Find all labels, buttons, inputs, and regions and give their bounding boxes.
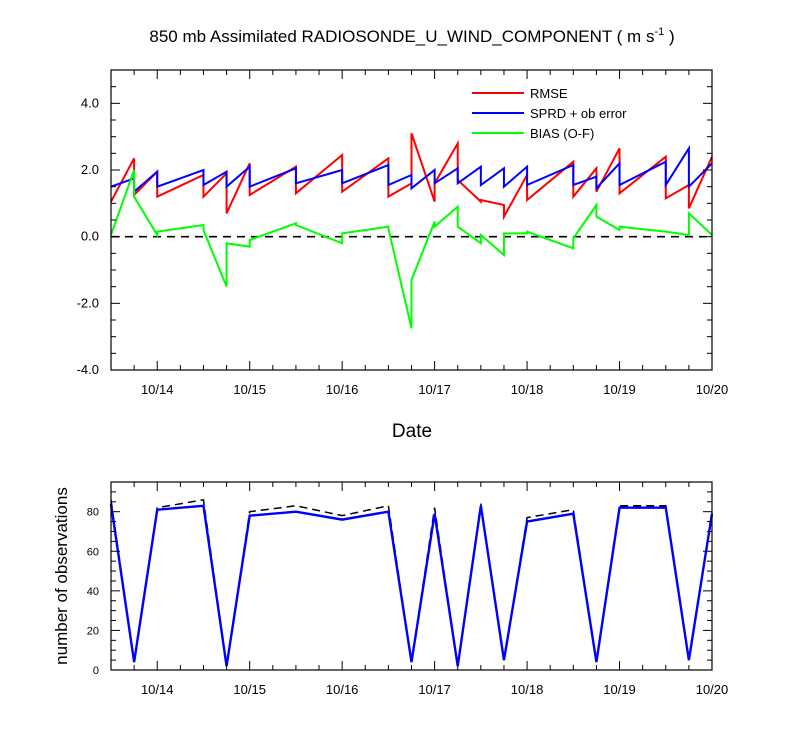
x-tick-label: 10/20 — [696, 382, 729, 397]
legend-label: RMSE — [530, 86, 568, 101]
legend-label: BIAS (O-F) — [530, 126, 594, 141]
series-line-possible — [110, 498, 713, 667]
y-tick-label: 20 — [87, 625, 99, 637]
series-line-bias-o-f — [110, 169, 713, 329]
x-tick-label: 10/17 — [418, 682, 451, 697]
y-tick-label: 0 — [93, 665, 99, 677]
y-tick-label: 2.0 — [81, 162, 99, 177]
y-tick-label: -2.0 — [77, 295, 99, 310]
series-line-used — [109, 503, 714, 667]
legend-label: SPRD + ob error — [530, 106, 627, 121]
top-panel: 850 mb Assimilated RADIOSONDE_U_WIND_COM… — [77, 26, 729, 442]
x-tick-label: 10/14 — [141, 682, 174, 697]
legend: RMSE SPRD + ob error BIAS (O-F) — [472, 86, 627, 141]
title-superscript: -1 — [654, 26, 664, 38]
x-tick-label: 10/14 — [141, 382, 174, 397]
x-tick-label: 10/16 — [326, 682, 359, 697]
bottom-axes: 10/14 10/15 10/16 10/17 10/18 10/19 10/20 0 20 40… — [87, 481, 729, 697]
y-tick-label: 60 — [87, 546, 99, 558]
bottom-panel: 10/14 10/15 10/16 10/17 10/18 10/19 10/20 0 20 40… — [52, 481, 729, 697]
x-tick-label: 10/20 — [696, 682, 729, 697]
bottom-plot-frame — [110, 481, 713, 671]
x-tick-label: 10/19 — [603, 382, 636, 397]
x-axis-label: Date — [392, 421, 432, 442]
top-plot-frame — [110, 69, 713, 371]
series-line-rmse — [110, 133, 713, 221]
x-tick-label: 10/19 — [603, 682, 636, 697]
x-tick-label: 10/15 — [233, 682, 266, 697]
y-axis-label: number of observations — [52, 487, 71, 665]
x-tick-label: 10/18 — [511, 682, 544, 697]
y-tick-label: -4.0 — [77, 362, 99, 377]
title-close: ) — [664, 27, 674, 46]
x-tick-label: 10/17 — [418, 382, 451, 397]
y-tick-label: 4.0 — [81, 95, 99, 110]
chart-title: 850 mb Assimilated RADIOSONDE_U_WIND_COM… — [149, 26, 674, 46]
x-tick-label: 10/15 — [233, 382, 266, 397]
y-tick-label: 40 — [87, 586, 99, 598]
top-axes: 10/14 10/15 10/16 10/17 10/18 10/19 10/20 -4.0 -… — [77, 69, 729, 397]
title-main: 850 mb Assimilated RADIOSONDE_U_WIND_COM… — [149, 27, 654, 46]
top-series-group — [110, 133, 713, 329]
y-tick-label: 80 — [87, 507, 99, 519]
series-line-sprd-ob-error — [110, 144, 713, 194]
x-tick-label: 10/18 — [511, 382, 544, 397]
x-tick-label: 10/16 — [326, 382, 359, 397]
y-tick-label: 0.0 — [81, 229, 99, 244]
bottom-series-group — [109, 498, 714, 667]
